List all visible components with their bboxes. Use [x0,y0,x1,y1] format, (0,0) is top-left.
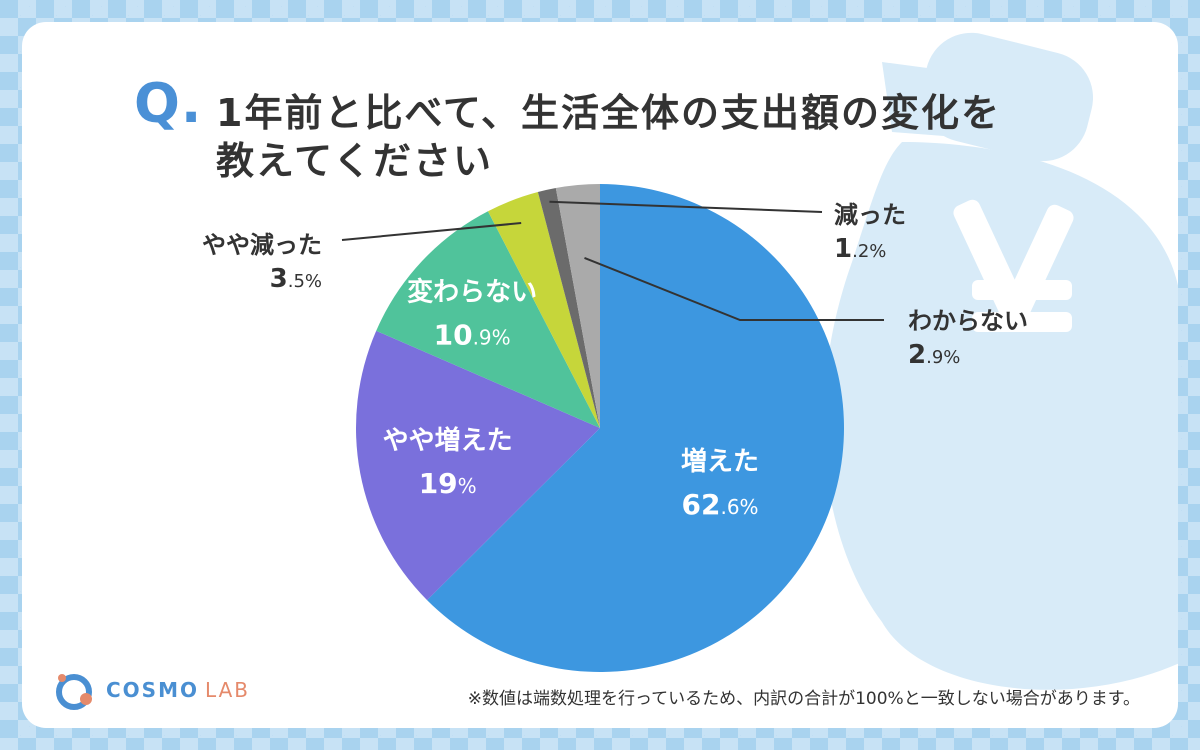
slice-value: 62.6% [682,488,759,521]
slice-value-dec: .2% [852,241,887,262]
slice-label-name: わからない [908,307,1028,335]
slice-value-int: 1 [834,234,853,264]
pie-slice [376,211,600,428]
label-wakaranai: わからない 2.9% [908,304,1028,375]
slice-value-int: 3 [269,264,288,294]
pie-slice [487,192,600,428]
pie-slice [356,330,600,601]
slice-value-dec: .9% [926,347,961,368]
money-pouch-illustration [823,32,1178,690]
pie-chart: 増えた 62.6% やや増えた 19% 変わらない 10.9% [341,184,884,673]
slice-value-dec: .5% [287,271,322,292]
logo-word: COSMO [106,678,199,702]
chart-card: Q. 1年前と比べて、生活全体の支出額の変化を 教えてください 増えた 62.6%… [22,22,1178,728]
slice-label-name: 減った [834,201,906,229]
slice-label-name: やや増えた [383,426,513,456]
footnote: ※数値は端数処理を行っているため、内訳の合計が100%と一致しない場合があります… [467,689,1140,709]
slice-label-name: 増えた [681,447,759,477]
leader-line [584,256,884,321]
label-hetta: 減った 1.2% [834,198,906,269]
logo-sub: LAB [205,678,251,702]
leader-line [341,222,522,241]
slice-value: 19% [419,467,477,500]
slice-value-int: 2 [908,340,927,370]
chart-title-line-1: 1年前と比べて、生活全体の支出額の変化を [216,91,1002,135]
logo-icon [56,674,92,710]
cosmo-lab-logo: COSMO LAB [52,670,250,710]
slice-label-name: やや減った [202,231,322,259]
question-mark-label: Q. [134,72,203,135]
pie-slice [537,188,600,428]
slice-value: 10.9% [434,319,511,352]
chart-title-line-2: 教えてください [216,139,493,183]
label-yaya-hetta: やや減った 3.5% [142,228,322,299]
pie-slice [555,184,600,428]
slice-label-name: 変わらない [407,277,537,308]
leader-line [549,200,823,213]
pie-slice [427,184,844,673]
